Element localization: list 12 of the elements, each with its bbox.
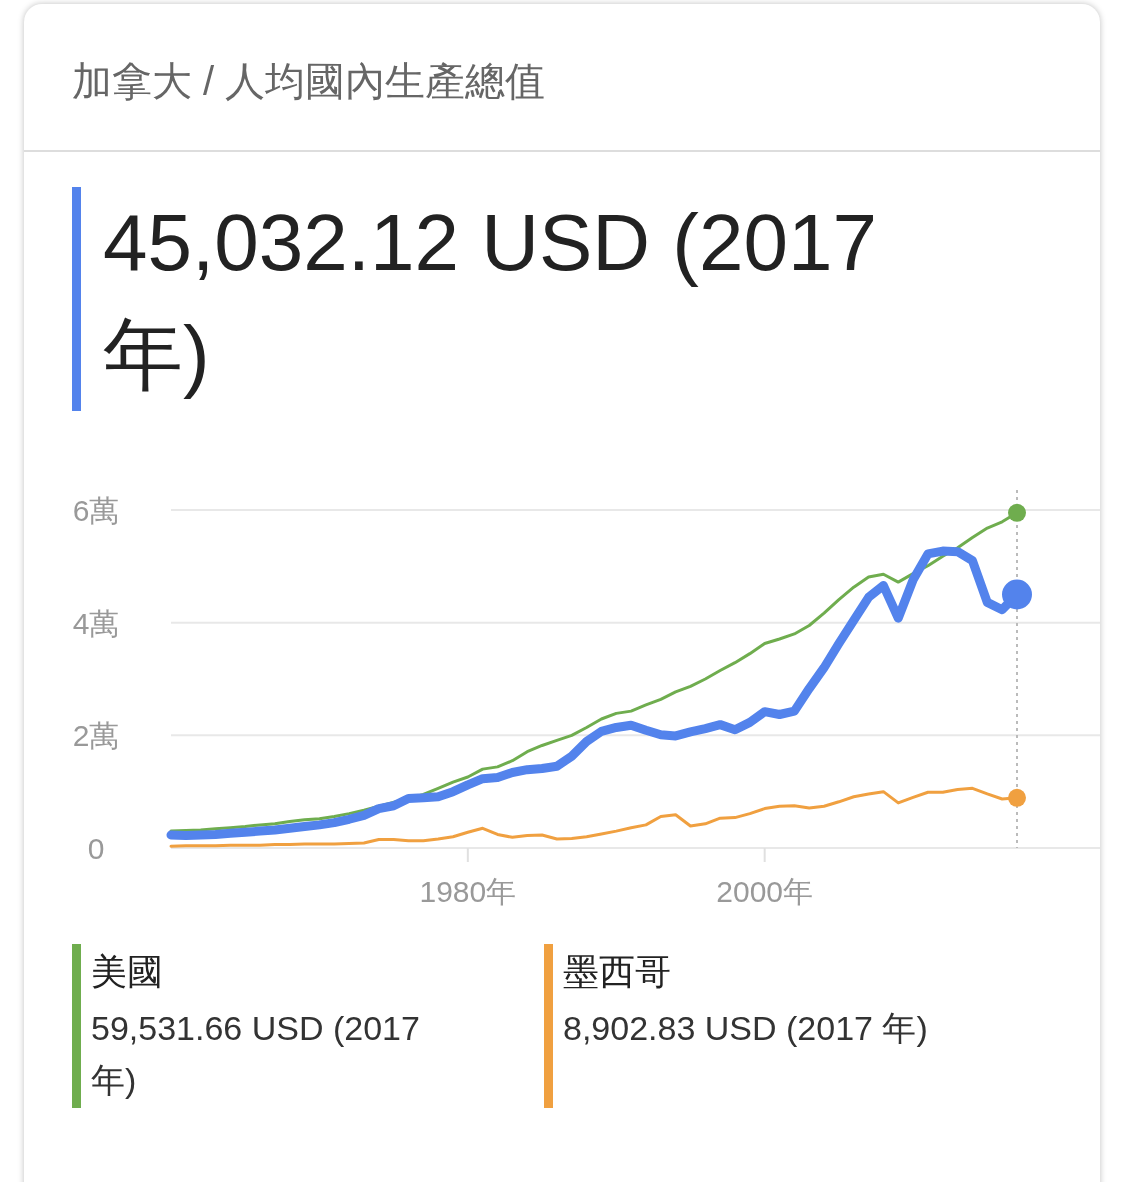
chart-title: 加拿大 / 人均國內生產總值	[72, 58, 546, 105]
legend-label: 墨西哥	[563, 951, 671, 992]
x-tick-label: 1980年	[419, 875, 517, 908]
y-tick-label: 2萬	[72, 719, 120, 753]
legend-item: 美國 59,531.66 USD (2017 年)	[72, 944, 420, 1108]
y-tick-label: 4萬	[72, 606, 120, 640]
chart-subtitle: 45,032.12 USD (2017 年)	[72, 187, 963, 411]
legend-item: 墨西哥 8,902.83 USD (2017 年)	[544, 944, 928, 1108]
legend-label: 美國	[91, 951, 163, 992]
y-tick-label: 6萬	[72, 494, 120, 527]
x-tick-label: 2000年	[716, 875, 814, 908]
y-tick-label: 0	[87, 832, 105, 865]
